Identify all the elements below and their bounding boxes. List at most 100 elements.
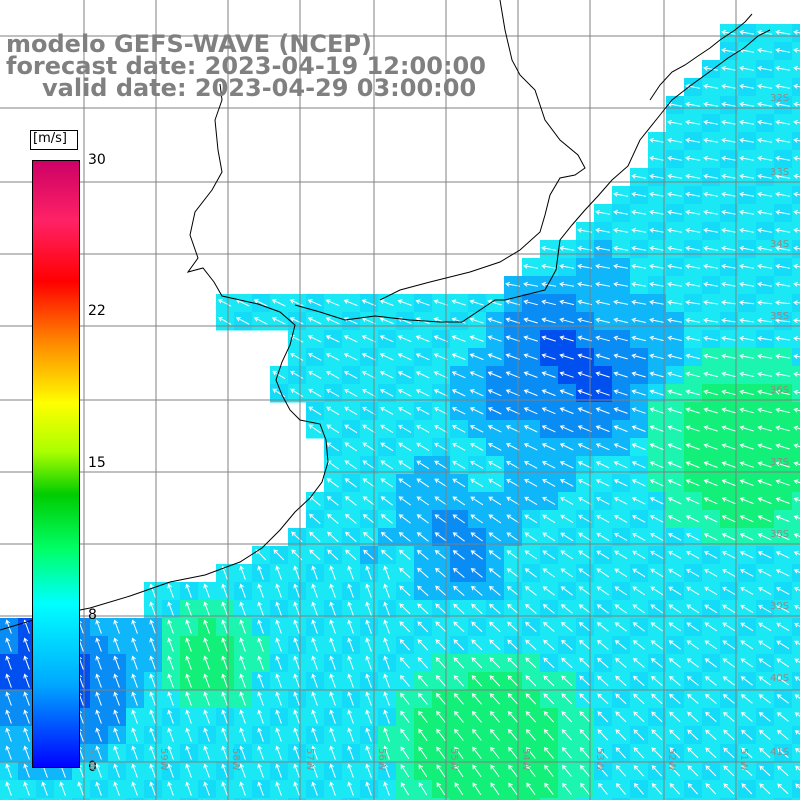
wind-arrow <box>399 656 410 669</box>
wind-arrow <box>775 479 790 486</box>
wind-arrow <box>632 640 645 650</box>
wind-arrow <box>311 781 318 796</box>
wind-arrow <box>757 300 773 306</box>
wind-arrow <box>469 389 484 397</box>
wind-arrow <box>257 727 264 742</box>
wind-arrow <box>560 639 573 650</box>
wind-speed-cell <box>234 798 253 800</box>
wind-arrow <box>347 727 354 742</box>
wind-arrow <box>329 745 336 760</box>
wind-arrow <box>415 389 430 397</box>
wind-arrow <box>293 781 300 796</box>
wind-arrow <box>579 693 591 705</box>
wind-arrow <box>451 335 466 342</box>
wind-arrow <box>325 353 340 361</box>
wind-speed-cell <box>792 510 800 529</box>
wind-arrow <box>777 765 789 777</box>
wind-arrow <box>632 550 646 560</box>
wind-arrow <box>167 763 174 778</box>
wind-arrow <box>651 782 662 795</box>
wind-arrow <box>793 551 800 556</box>
wind-arrow <box>614 604 627 614</box>
wind-arrow <box>311 637 318 652</box>
wind-speed-cell <box>18 798 37 800</box>
wind-speed-cell <box>162 798 181 800</box>
wind-arrow <box>667 299 682 305</box>
wind-arrow <box>541 425 556 433</box>
wind-arrow <box>399 621 411 633</box>
wind-arrow <box>721 173 736 179</box>
wind-arrow <box>451 353 466 361</box>
wind-arrow <box>505 425 520 433</box>
wind-arrow <box>649 425 664 432</box>
wind-arrow <box>758 658 772 668</box>
wind-speed-cell <box>558 798 577 800</box>
wind-arrow <box>203 781 210 796</box>
wind-arrow <box>596 622 609 632</box>
wind-arrow <box>362 496 375 506</box>
wind-arrow <box>632 586 646 596</box>
wind-arrow <box>739 318 754 323</box>
wind-arrow <box>703 317 718 323</box>
wind-arrow <box>203 691 210 706</box>
wind-arrow <box>596 532 610 542</box>
wind-arrow <box>595 227 610 233</box>
wind-arrow <box>380 478 393 488</box>
lon-label-58w: 58W <box>230 748 241 771</box>
wind-arrow <box>721 335 736 341</box>
wind-arrow <box>400 764 410 778</box>
wind-arrow <box>649 191 664 197</box>
wind-arrow <box>454 764 464 778</box>
wind-arrow <box>757 569 772 577</box>
wind-arrow <box>506 478 520 487</box>
wind-arrow <box>257 709 264 724</box>
wind-arrow <box>668 658 681 668</box>
wind-arrow <box>597 747 609 759</box>
wind-arrow <box>452 478 466 488</box>
wind-arrow <box>703 119 718 125</box>
wind-arrow <box>649 245 664 251</box>
wind-arrow <box>650 568 664 578</box>
colorbar <box>32 160 80 768</box>
wind-arrow <box>113 763 120 778</box>
wind-arrow <box>526 746 536 759</box>
wind-arrow <box>289 299 304 307</box>
wind-arrow <box>113 745 120 760</box>
wind-arrow <box>487 443 502 451</box>
wind-arrow <box>309 549 321 561</box>
valid-date: valid date: 2023-04-29 03:00:00 <box>42 74 477 102</box>
wind-arrow <box>704 568 718 577</box>
lat-label-39s: 39S <box>770 601 790 612</box>
wind-arrow <box>149 601 156 616</box>
wind-arrow <box>559 245 574 251</box>
wind-arrow <box>383 781 390 796</box>
wind-arrow <box>685 137 700 143</box>
wind-arrow <box>542 586 555 596</box>
wind-speed-cell <box>648 798 667 800</box>
wind-arrow <box>415 299 430 306</box>
wind-arrow <box>203 583 210 598</box>
wind-arrow <box>95 763 102 778</box>
wind-arrow <box>686 658 699 668</box>
wind-arrow <box>669 783 681 795</box>
wind-arrow <box>579 746 590 759</box>
wind-arrow <box>398 424 412 433</box>
wind-arrow <box>668 586 682 596</box>
wind-arrow <box>578 568 592 578</box>
wind-arrow <box>418 764 428 778</box>
wind-arrow <box>311 583 318 598</box>
wind-arrow <box>757 137 772 143</box>
wind-arrow <box>5 745 12 760</box>
wind-arrow <box>329 763 336 778</box>
wind-arrow <box>775 155 790 161</box>
wind-arrow <box>631 227 646 233</box>
wind-arrow <box>275 565 282 580</box>
wind-arrow <box>757 155 772 161</box>
wind-arrow <box>167 673 174 688</box>
coastline-south-america <box>0 83 329 631</box>
wind-arrow <box>685 299 700 305</box>
wind-arrow <box>793 245 800 251</box>
wind-arrow <box>489 675 501 687</box>
wind-arrow <box>667 191 682 197</box>
wind-arrow <box>776 712 789 722</box>
